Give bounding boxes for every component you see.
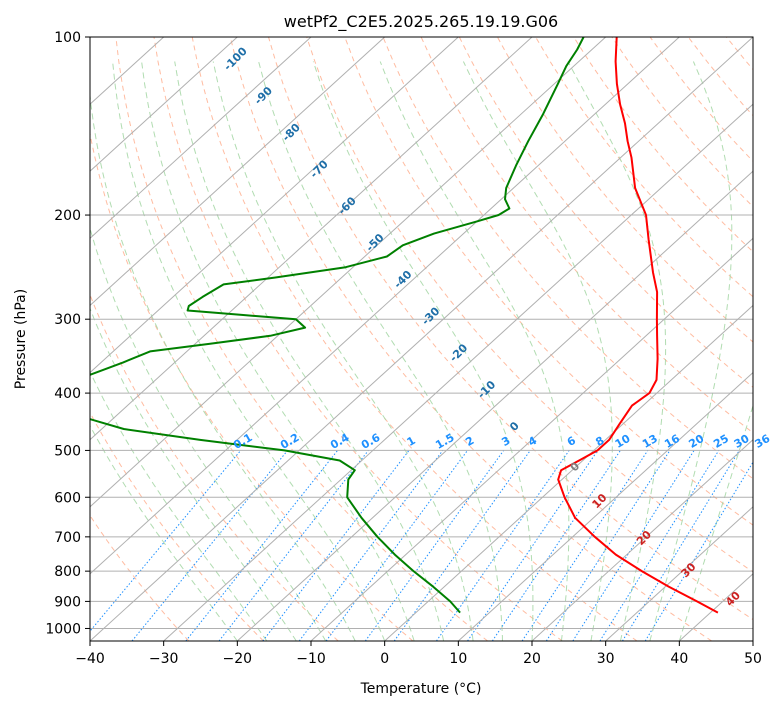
mixing-ratio-line	[393, 450, 531, 641]
dry-adiabat	[306, 37, 753, 573]
moist-adiabat	[174, 61, 445, 641]
isotherm	[90, 37, 533, 441]
x-tick-label: −40	[75, 651, 105, 667]
isotherm	[90, 37, 386, 307]
x-tick-label: 20	[523, 651, 541, 667]
moist-adiabat	[258, 61, 503, 641]
y-axis-label: Pressure (hPa)	[13, 289, 29, 389]
mixing-ratio-line	[521, 450, 649, 641]
dry-adiabat	[115, 37, 488, 641]
plot-frame	[89, 36, 754, 642]
mixing-ratio-line	[599, 450, 720, 641]
y-tick-label: 800	[54, 564, 81, 580]
isotherm	[90, 37, 753, 641]
isotherm	[90, 37, 312, 240]
dry-adiabat	[90, 411, 264, 641]
y-tick-label: 500	[54, 443, 81, 459]
dry-adiabat	[191, 37, 638, 641]
x-tick-label: 40	[670, 651, 688, 667]
dry-adiabat	[765, 37, 775, 641]
isotherm	[90, 37, 680, 575]
dewpoint-line	[90, 37, 585, 614]
y-tick-label: 900	[54, 594, 81, 610]
dry-adiabat	[90, 514, 190, 641]
moist-adiabat	[212, 61, 474, 641]
mixing-ratio-line	[545, 450, 671, 641]
mixing-ratio-line	[364, 450, 505, 641]
moist-adiabat	[90, 424, 238, 641]
x-tick-label: −30	[149, 651, 179, 667]
chart-title: wetPf2_C2E5.2025.265.19.19.G06	[284, 12, 558, 32]
moist-adiabat	[90, 307, 297, 641]
dry-adiabat	[458, 37, 753, 388]
y-tick-label: 300	[54, 312, 81, 328]
y-tick-label: 400	[54, 386, 81, 402]
isotherm	[384, 304, 753, 641]
y-tick-label: 700	[54, 530, 81, 546]
mixing-ratio-label: 36	[752, 432, 772, 451]
isotherm	[90, 37, 607, 508]
dry-adiabat	[268, 37, 753, 621]
dry-adiabat	[90, 293, 339, 641]
isotherm	[752, 640, 753, 641]
moist-adiabat	[90, 226, 327, 641]
isotherm	[236, 170, 753, 641]
x-tick-label: 50	[744, 651, 762, 667]
moist-adiabat	[649, 61, 733, 641]
isotherm	[163, 103, 753, 641]
mixing-ratio-line	[435, 450, 570, 641]
dry-adiabat	[153, 37, 563, 641]
isotherm	[531, 438, 753, 641]
x-tick-label: 0	[380, 651, 389, 667]
moist-adiabat	[567, 61, 667, 641]
isotherm	[310, 237, 753, 641]
mixing-ratio-line	[325, 450, 468, 641]
moist-adiabat	[90, 370, 268, 641]
y-tick-label: 200	[54, 208, 81, 224]
moist-adiabat	[112, 61, 386, 641]
moist-adiabat	[379, 61, 570, 641]
y-tick-label: 1000	[45, 621, 81, 637]
x-tick-label: −10	[296, 651, 326, 667]
isotherm	[605, 506, 753, 641]
x-tick-label: 30	[597, 651, 615, 667]
x-tick-label: −20	[223, 651, 253, 667]
mixing-ratio-line	[298, 450, 444, 641]
isotherm	[90, 37, 238, 172]
mixing-ratio-line	[90, 450, 242, 632]
mixing-ratio-line	[131, 450, 288, 641]
temperature-line	[557, 37, 719, 614]
isotherm	[457, 371, 753, 641]
mixing-ratio-line	[262, 450, 410, 641]
y-tick-label: 600	[54, 490, 81, 506]
mixing-ratio-line	[621, 450, 740, 641]
x-axis-label: Temperature (°C)	[360, 681, 482, 697]
isotherm	[90, 37, 459, 374]
mixing-ratio-line	[572, 450, 695, 641]
dry-adiabat	[229, 37, 712, 641]
mixing-ratio-line	[185, 450, 338, 641]
moist-adiabat	[312, 61, 534, 641]
x-tick-label: 10	[449, 651, 467, 667]
moist-adiabat	[462, 61, 613, 641]
y-tick-label: 100	[54, 30, 81, 46]
moist-adiabat	[141, 61, 415, 641]
dry-adiabat	[496, 37, 753, 343]
